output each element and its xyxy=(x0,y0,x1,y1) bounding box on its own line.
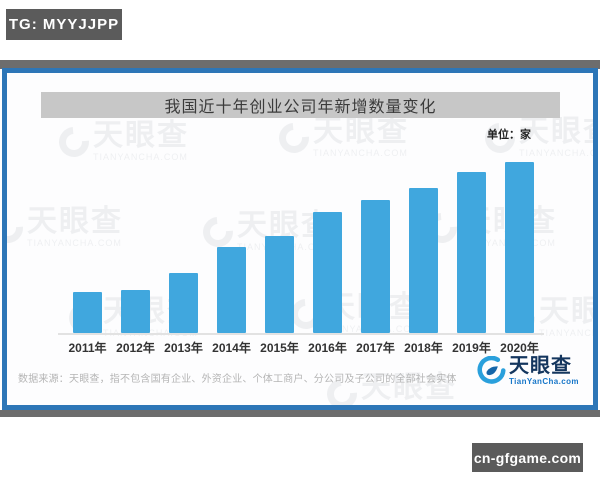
tianyancha-brand: 天眼查 xyxy=(509,355,572,377)
bar-2011年 xyxy=(73,292,102,333)
x-tick-label: 2019年 xyxy=(452,341,491,355)
x-tick-label: 2015年 xyxy=(260,341,299,355)
x-tick-label: 2014年 xyxy=(212,341,251,355)
bar-2014年 xyxy=(217,247,246,333)
tianyancha-logo: 天眼查 TianYanCha.com xyxy=(477,355,589,390)
card-top-shadow-strip xyxy=(0,60,600,69)
x-tick-label: 2017年 xyxy=(356,341,395,355)
bar-2017年 xyxy=(361,200,390,333)
chart-title: 我国近十年创业公司年新增数量变化 xyxy=(164,99,437,116)
tg-channel-label: TG: MYYJJPP xyxy=(8,16,120,33)
watermark-ring-icon xyxy=(52,120,96,163)
bar-chart xyxy=(73,162,534,333)
bar-2019年 xyxy=(457,172,486,333)
bar-2013年 xyxy=(169,273,198,333)
tianyancha-eye-icon xyxy=(477,355,506,390)
site-watermark-badge: cn-gfgame.com xyxy=(472,443,583,472)
site-watermark-label: cn-gfgame.com xyxy=(473,449,582,466)
x-tick-label: 2018年 xyxy=(404,341,443,355)
watermark-ring-icon xyxy=(7,206,30,249)
watermark-ring-icon xyxy=(272,116,316,159)
x-tick-label: 2013年 xyxy=(164,341,203,355)
tianyancha-logo-text: 天眼查 TianYanCha.com xyxy=(509,356,579,386)
unit-label: 单位：家 xyxy=(487,129,531,141)
chart-card: 天眼查TIANYANCHA.COM天眼查TIANYANCHA.COM天眼查TIA… xyxy=(2,68,598,410)
bar-2016年 xyxy=(313,212,342,333)
tianyancha-domain: TianYanCha.com xyxy=(509,377,579,386)
bar-2015年 xyxy=(265,236,294,333)
card-bottom-shadow-strip xyxy=(0,410,600,417)
x-axis-labels: 2011年 2012年 2013年 2014年 2015年 2016年 2017年 2018年… xyxy=(68,339,539,356)
x-axis-line xyxy=(58,333,544,335)
data-source-note: 数据来源：天眼查，指不包含国有企业、外资企业、个体工商户、分公司及子公司的全部社… xyxy=(18,374,457,385)
x-tick-label: 2012年 xyxy=(116,341,155,355)
tg-channel-badge: TG: MYYJJPP xyxy=(6,9,122,40)
x-tick-label: 2011年 xyxy=(68,341,107,355)
x-tick-label: 2016年 xyxy=(308,341,347,355)
bar-2020年 xyxy=(505,162,534,333)
x-tick-label: 2020年 xyxy=(500,341,539,355)
bar-2012年 xyxy=(121,290,150,333)
bar-2018年 xyxy=(409,188,438,333)
chart-title-bar: 我国近十年创业公司年新增数量变化 xyxy=(41,92,560,118)
